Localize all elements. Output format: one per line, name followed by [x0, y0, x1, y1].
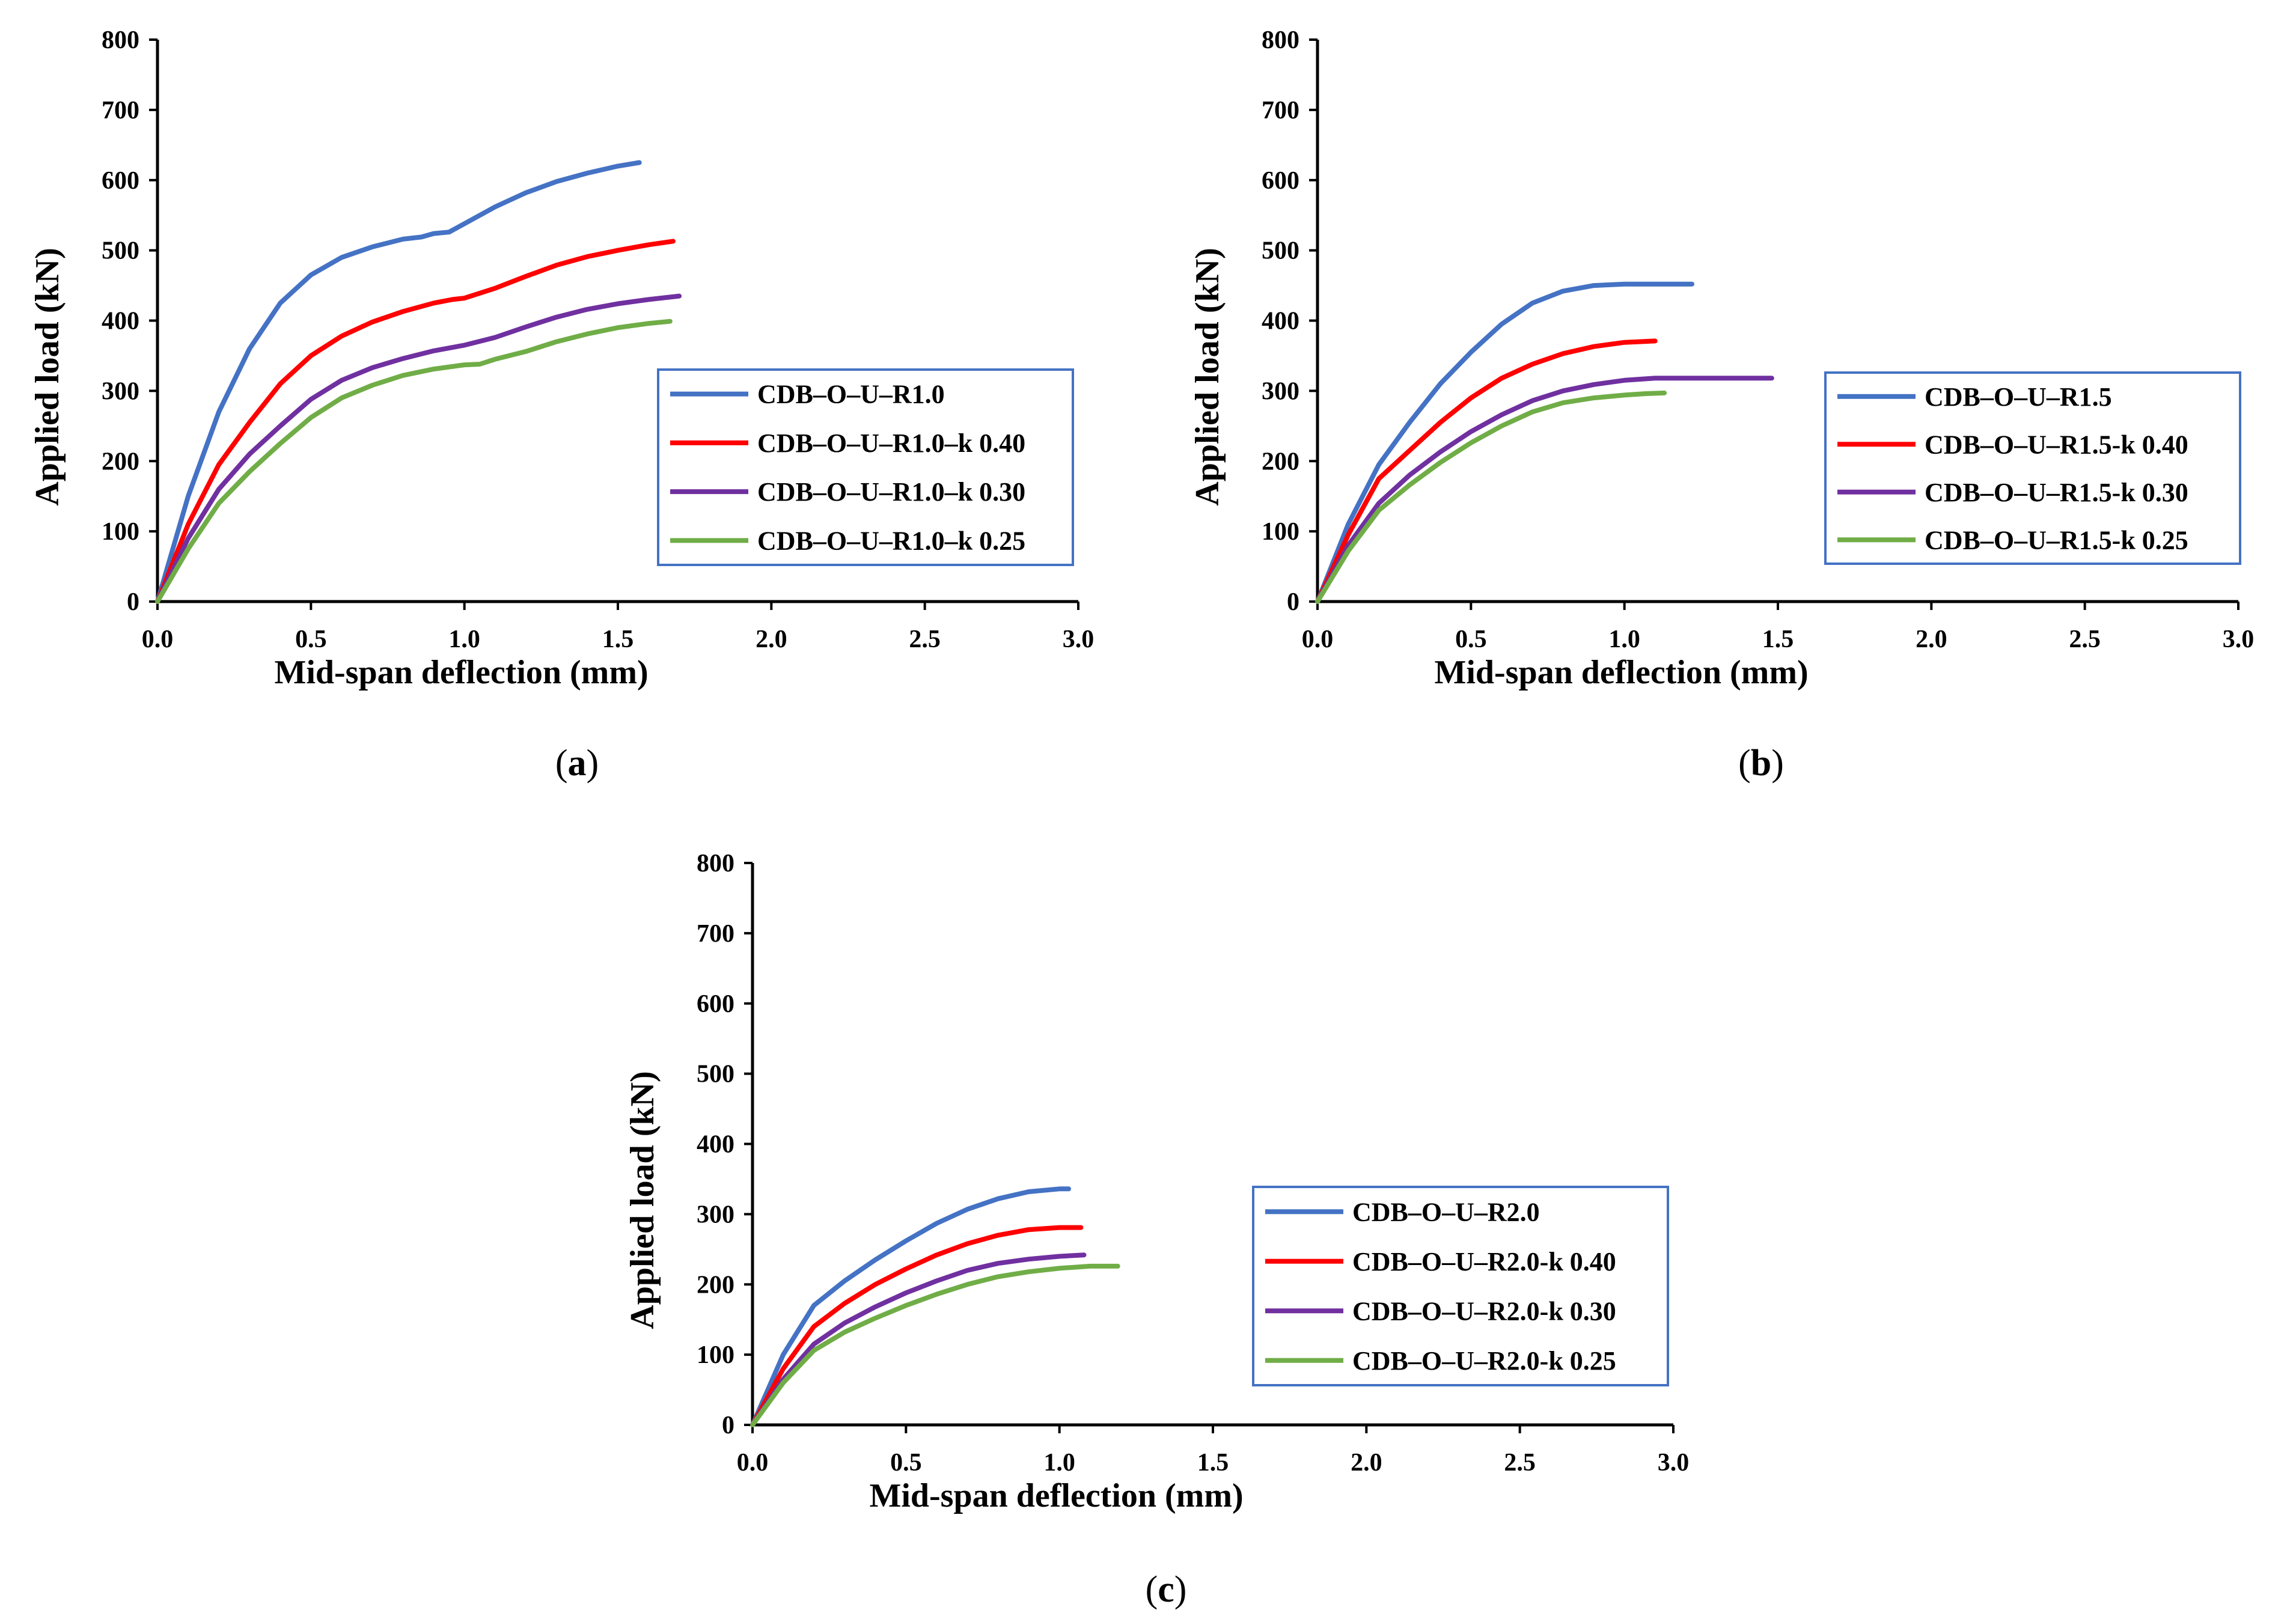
y-axis-title: Applied load (kN) — [29, 248, 66, 505]
legend-label-4: CDB–O–U–R1.5-k 0.25 — [1925, 525, 2188, 555]
series-line-3 — [155, 293, 682, 604]
y-tick-label: 800 — [102, 26, 139, 54]
series-line-1 — [155, 160, 642, 604]
legend-label-2: CDB–O–U–R2.0-k 0.40 — [1352, 1247, 1616, 1276]
x-axis-title: Mid-span deflection (mm) — [869, 1477, 1243, 1514]
y-tick-label: 300 — [102, 377, 139, 405]
legend-label-3: CDB–O–U–R1.0–k 0.30 — [757, 477, 1025, 507]
y-tick-label: 300 — [697, 1201, 734, 1228]
y-tick-label: 400 — [1262, 308, 1299, 335]
x-tick-label: 1.5 — [1197, 1449, 1229, 1477]
legend-label-1: CDB–O–U–R2.0 — [1352, 1197, 1540, 1227]
series-line-2 — [155, 239, 676, 604]
chart-b: 0 100 200 300 400 500 600 700 800 0.0 0.5 1.0 1.5 2.0… — [1189, 26, 2255, 691]
x-tick-label: 1.0 — [448, 626, 480, 653]
y-tick-label: 400 — [102, 308, 139, 335]
y-tick-label: 100 — [102, 518, 139, 546]
x-tick-label: 2.0 — [1916, 626, 1947, 653]
y-tick-label: 500 — [102, 237, 139, 265]
x-axis-title: Mid-span deflection (mm) — [1434, 654, 1808, 691]
y-tick-label: 0 — [127, 588, 139, 616]
x-tick-label: 3.0 — [1063, 626, 1095, 653]
y-tick-label: 200 — [697, 1271, 734, 1299]
chart-panel-c: 0 100 200 300 400 500 600 700 800 0.0 0.5 1.0 1.5 2.0… — [595, 823, 1743, 1619]
legend-box — [657, 368, 1074, 566]
x-tick-label: 0.0 — [737, 1449, 769, 1477]
y-axis-title: Applied load (kN) — [624, 1071, 661, 1329]
x-tick-label: 2.5 — [909, 626, 941, 653]
legend-label-4: CDB–O–U–R2.0-k 0.25 — [1352, 1346, 1616, 1376]
x-tick-label: 0.5 — [295, 626, 327, 653]
x-axis-title: Mid-span deflection (mm) — [274, 654, 648, 691]
x-tick-label: 1.0 — [1043, 1449, 1075, 1477]
caption-c: (c) — [1145, 1569, 1187, 1610]
legend-label-3: CDB–O–U–R1.5-k 0.30 — [1925, 478, 2188, 507]
chart-a: 0 100 200 300 400 500 600 700 800 0.0 0.5 1.0 1.5 2.0… — [29, 26, 1095, 691]
chart-panel-b: 0 100 200 300 400 500 600 700 800 0.0 0.5 1.0 1.5 2.0… — [1148, 0, 2296, 810]
series-line-3 — [750, 1252, 1087, 1427]
x-tick-label: 0.5 — [1455, 626, 1487, 653]
caption-a: (a) — [555, 743, 599, 784]
chart-panel-a: 0 100 200 300 400 500 600 700 800 0.0 0.5 1.0 1.5 2.0… — [0, 0, 1148, 810]
legend-label-3: CDB–O–U–R2.0-k 0.30 — [1352, 1296, 1616, 1326]
y-tick-label: 200 — [1262, 448, 1299, 475]
x-tick-label: 2.5 — [2069, 626, 2101, 653]
y-tick-label: 500 — [697, 1061, 734, 1088]
y-axis-title: Applied load (kN) — [1189, 248, 1226, 505]
legend-label-4: CDB–O–U–R1.0–k 0.25 — [757, 526, 1025, 555]
legend-label-2: CDB–O–U–R1.5-k 0.40 — [1925, 430, 2188, 459]
x-tick-label: 2.5 — [1504, 1449, 1536, 1477]
series-line-1 — [750, 1186, 1071, 1427]
x-tick-label: 3.0 — [2223, 626, 2255, 653]
y-tick-label: 800 — [697, 850, 734, 877]
series-line-3 — [1315, 376, 1774, 604]
y-tick-label: 200 — [102, 448, 139, 475]
series-line-4 — [750, 1263, 1120, 1427]
x-tick-label: 1.0 — [1608, 626, 1640, 653]
y-tick-label: 100 — [1262, 518, 1299, 546]
legend-box — [1252, 1186, 1669, 1386]
y-tick-label: 0 — [1287, 588, 1299, 616]
x-tick-label: 1.5 — [1762, 626, 1794, 653]
legend-box — [1824, 371, 2241, 565]
y-tick-label: 100 — [697, 1341, 734, 1369]
caption-b: (b) — [1738, 743, 1784, 784]
x-tick-label: 2.0 — [1351, 1449, 1382, 1477]
x-tick-label: 1.5 — [602, 626, 634, 653]
y-tick-label: 0 — [722, 1412, 734, 1439]
series-line-4 — [155, 319, 673, 604]
y-tick-label: 600 — [697, 990, 734, 1018]
x-tick-label: 3.0 — [1658, 1449, 1690, 1477]
legend-label-1: CDB–O–U–R1.0 — [757, 380, 945, 409]
y-tick-label: 500 — [1262, 237, 1299, 265]
y-tick-label: 300 — [1262, 377, 1299, 405]
y-tick-label: 600 — [102, 167, 139, 195]
y-tick-label: 800 — [1262, 26, 1299, 54]
x-tick-label: 0.0 — [1302, 626, 1334, 653]
series-line-4 — [1315, 390, 1667, 604]
legend-label-1: CDB–O–U–R1.5 — [1925, 382, 2112, 412]
series-line-2 — [750, 1225, 1084, 1427]
y-tick-label: 700 — [1262, 97, 1299, 124]
series-line-2 — [1315, 338, 1658, 604]
y-tick-label: 700 — [697, 920, 734, 948]
chart-c: 0 100 200 300 400 500 600 700 800 0.0 0.5 1.0 1.5 2.0… — [624, 850, 1690, 1514]
x-tick-label: 0.5 — [890, 1449, 922, 1477]
x-tick-label: 0.0 — [142, 626, 174, 653]
series-line-1 — [1315, 281, 1694, 604]
y-tick-label: 600 — [1262, 167, 1299, 195]
legend-label-2: CDB–O–U–R1.0–k 0.40 — [757, 428, 1025, 458]
x-tick-label: 2.0 — [756, 626, 787, 653]
y-tick-label: 400 — [697, 1131, 734, 1159]
y-tick-label: 700 — [102, 97, 139, 124]
